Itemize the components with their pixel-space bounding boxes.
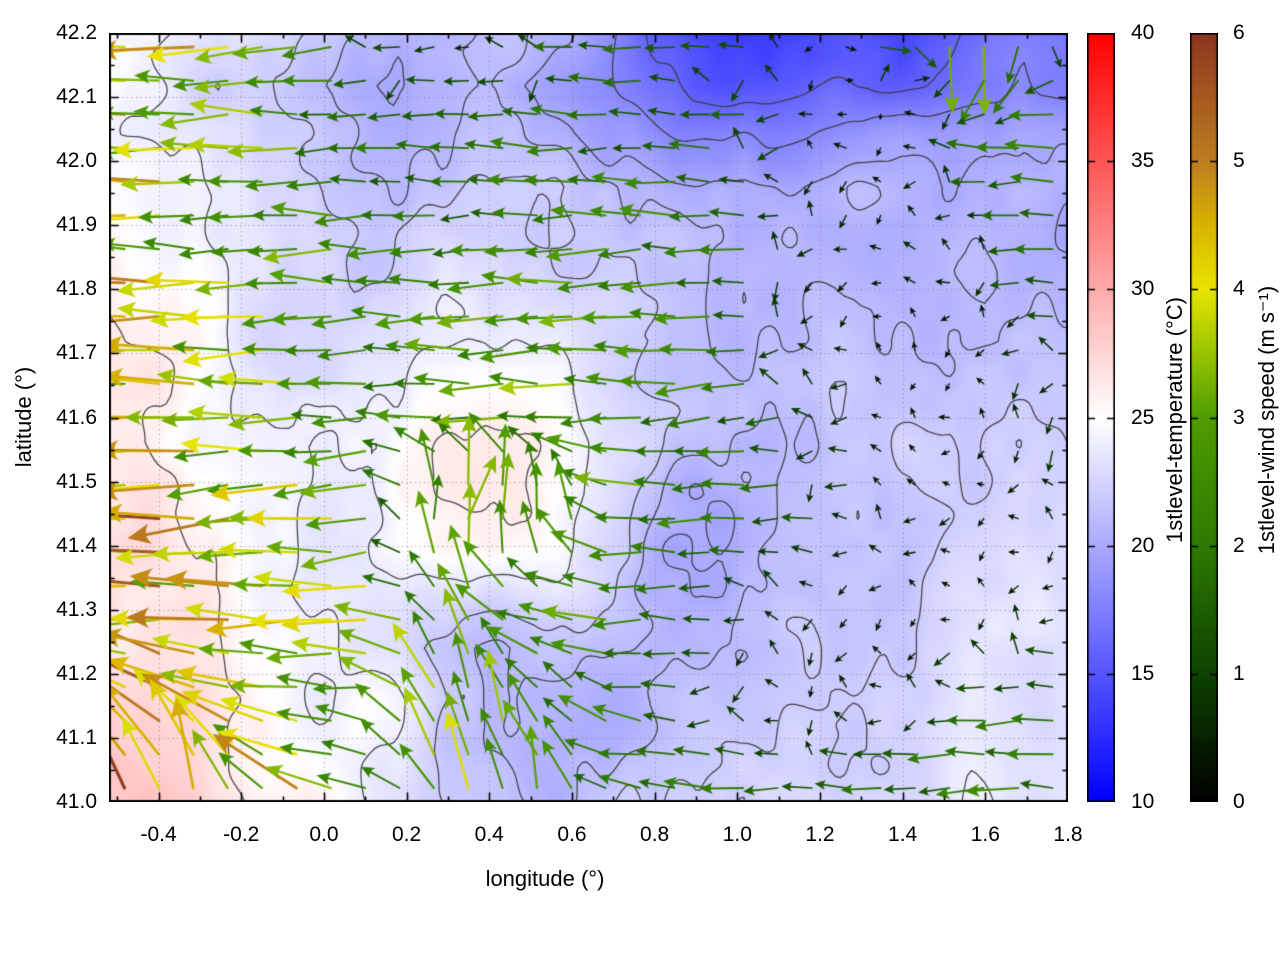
wind-colorbar-tick-label: 1 [1233, 661, 1245, 685]
y-tick-label: 41.1 [56, 725, 97, 749]
x-tick-label: -0.4 [140, 823, 177, 846]
y-tick-label: 42.1 [56, 85, 97, 109]
x-tick-label: 0.4 [474, 823, 504, 846]
map-canvas [109, 33, 1068, 802]
y-tick-label: 41.8 [56, 277, 97, 301]
y-tick-label: 41.3 [56, 597, 97, 621]
wind-speed-colorbar [1190, 33, 1218, 802]
x-tick-label: 0.6 [557, 823, 587, 846]
y-tick-label: 41.6 [56, 405, 97, 429]
y-tick-label: 42.0 [56, 149, 97, 173]
temp-colorbar-tick-label: 10 [1131, 790, 1155, 813]
x-tick-label: 1.0 [722, 823, 752, 846]
temperature-colorbar [1087, 33, 1115, 802]
temp-colorbar-tick-label: 20 [1131, 533, 1155, 557]
y-tick-label: 41.7 [56, 341, 97, 365]
x-tick-label: -0.2 [223, 823, 260, 846]
wind-colorbar-tick-label: 5 [1233, 149, 1245, 173]
temp-colorbar-tick-label: 35 [1131, 149, 1155, 173]
x-tick-label: 0.2 [392, 823, 422, 846]
y-tick-label: 41.5 [56, 469, 97, 493]
y-tick-label: 41.4 [56, 533, 97, 557]
y-tick-label: 41.9 [56, 213, 97, 237]
wind-colorbar-tick-label: 0 [1233, 790, 1245, 813]
wind-colorbar-tick-label: 6 [1233, 21, 1245, 44]
x-tick-label: 1.6 [970, 823, 1000, 846]
y-tick-label: 42.2 [56, 21, 97, 44]
temp-colorbar-tick-label: 25 [1131, 405, 1155, 429]
x-tick-label: 1.8 [1053, 823, 1083, 846]
wind-colorbar-tick-label: 3 [1233, 405, 1245, 429]
x-tick-label: 0.0 [309, 823, 339, 846]
temp-colorbar-tick-label: 40 [1131, 21, 1155, 44]
wind-colorbar-tick-label: 4 [1233, 277, 1245, 301]
x-axis-label: longitude (°) [485, 866, 605, 891]
y-tick-label: 41.0 [56, 790, 97, 813]
y-tick-label: 41.2 [56, 661, 97, 685]
x-tick-label: 1.4 [888, 823, 918, 846]
x-tick-label: 0.8 [640, 823, 670, 846]
wind-colorbar-tick-label: 2 [1233, 533, 1245, 557]
temp-colorbar-tick-label: 15 [1131, 661, 1155, 685]
temp-colorbar-tick-label: 30 [1131, 277, 1155, 301]
x-tick-label: 1.2 [805, 823, 835, 846]
